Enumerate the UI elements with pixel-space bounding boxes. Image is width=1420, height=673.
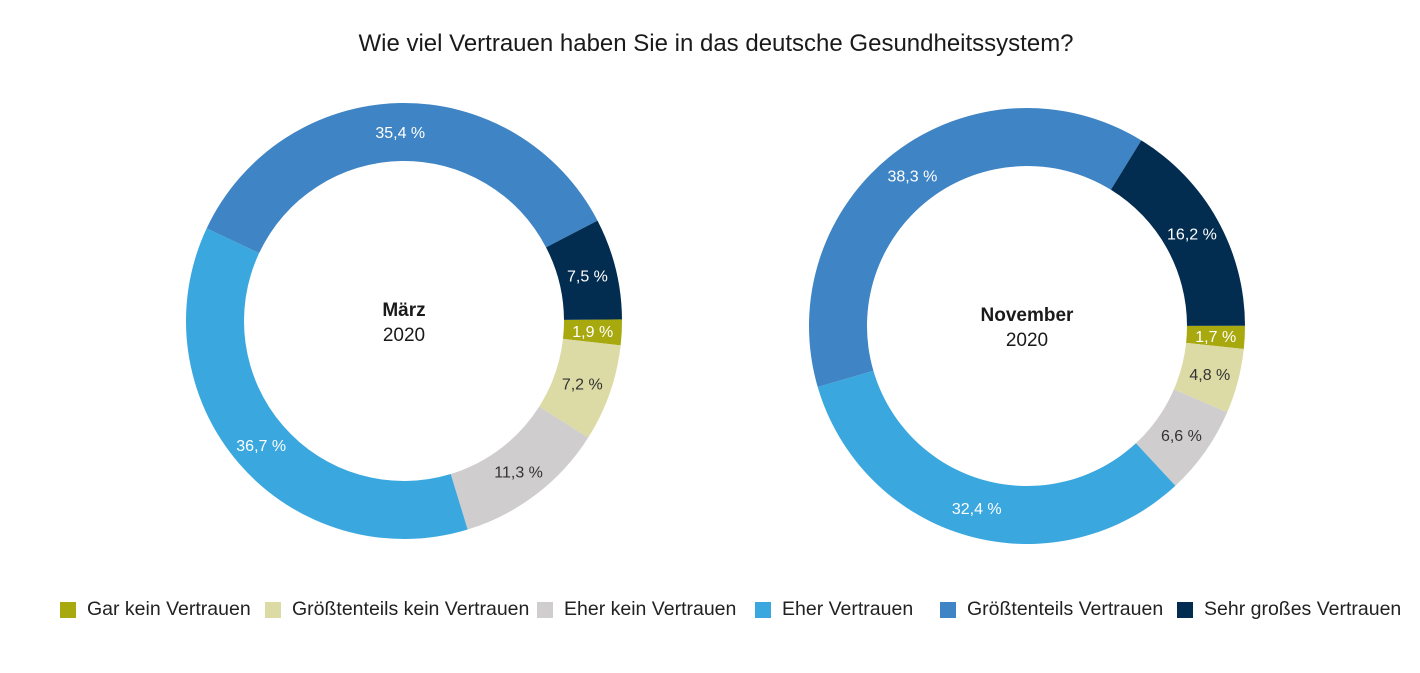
legend-swatch [60, 601, 76, 618]
legend-item-eher-kein: Eher kein Vertrauen [537, 598, 736, 621]
data-label-sehr-gross: 16,2 % [1167, 227, 1217, 244]
slice-sehr-gross [1110, 140, 1245, 326]
legend-swatch [940, 601, 956, 618]
slice-groesstenteils-kein [1173, 342, 1244, 413]
legend-label: Eher kein Vertrauen [564, 598, 737, 620]
donut-chart-november: 1,7 % 4,8 % 6,6 % 32,4 % 38,3 % 16,2 % Novembe… [808, 108, 1245, 544]
legend-label: Größtenteils Vertrauen [967, 598, 1164, 620]
data-label-gar-kein: 1,7 % [1195, 329, 1236, 346]
legend-item-groesstenteils-kein: Größtenteils kein Vertrauen [265, 598, 529, 621]
legend-label: Größtenteils kein Vertrauen [292, 598, 530, 620]
donut-charts: 1,9 % 7,2 % 11,3 % 36,7 % 35,4 % 7,5 % März 202… [186, 102, 1245, 544]
legend-label: Eher Vertrauen [782, 598, 914, 620]
legend-swatch [537, 601, 553, 618]
legend: Gar kein Vertrauen Größtenteils kein Vert… [0, 598, 1420, 624]
data-label-eher-kein: 6,6 % [1161, 428, 1202, 445]
data-label-eher: 36,7 % [236, 438, 286, 455]
donut-chart-maerz: 1,9 % 7,2 % 11,3 % 36,7 % 35,4 % 7,5 % März 202… [186, 102, 622, 539]
legend-label: Sehr großes Vertrauen [1204, 598, 1402, 620]
slice-groesstenteils [808, 108, 1142, 388]
legend-swatch [755, 601, 771, 618]
data-label-sehr-gross: 7,5 % [567, 269, 608, 286]
data-label-groesstenteils: 35,4 % [375, 125, 425, 142]
data-label-groesstenteils: 38,3 % [888, 169, 938, 186]
chart-title: Wie viel Vertrauen haben Sie in das deut… [358, 30, 1074, 57]
legend-label: Gar kein Vertrauen [87, 598, 251, 620]
legend-item-sehr-gross: Sehr großes Vertrauen [1177, 598, 1401, 621]
legend-swatch [1177, 601, 1193, 618]
slice-groesstenteils [206, 102, 598, 254]
legend-item-eher: Eher Vertrauen [755, 598, 913, 621]
center-sublabel: 2020 [383, 325, 425, 346]
data-label-eher: 32,4 % [952, 501, 1002, 518]
slice-eher [817, 370, 1176, 544]
slice-eher-kein [1135, 389, 1228, 486]
data-label-groesstenteils-kein: 7,2 % [562, 377, 603, 394]
data-label-groesstenteils-kein: 4,8 % [1189, 367, 1230, 384]
slice-gar-kein [562, 319, 622, 346]
legend-swatch [265, 601, 281, 618]
data-label-gar-kein: 1,9 % [572, 324, 613, 341]
slice-eher-kein [450, 406, 589, 530]
legend-item-groesstenteils: Größtenteils Vertrauen [940, 598, 1163, 621]
data-label-eher-kein: 11,3 % [494, 464, 543, 481]
slice-sehr-gross [546, 220, 622, 320]
slice-gar-kein [1186, 325, 1245, 350]
slice-groesstenteils-kein [539, 338, 621, 438]
legend-item-gar-kein: Gar kein Vertrauen [60, 598, 251, 621]
slice-eher [186, 228, 468, 539]
center-sublabel: 2020 [1006, 330, 1048, 351]
center-label: März [382, 300, 425, 321]
center-label: November [981, 305, 1075, 326]
